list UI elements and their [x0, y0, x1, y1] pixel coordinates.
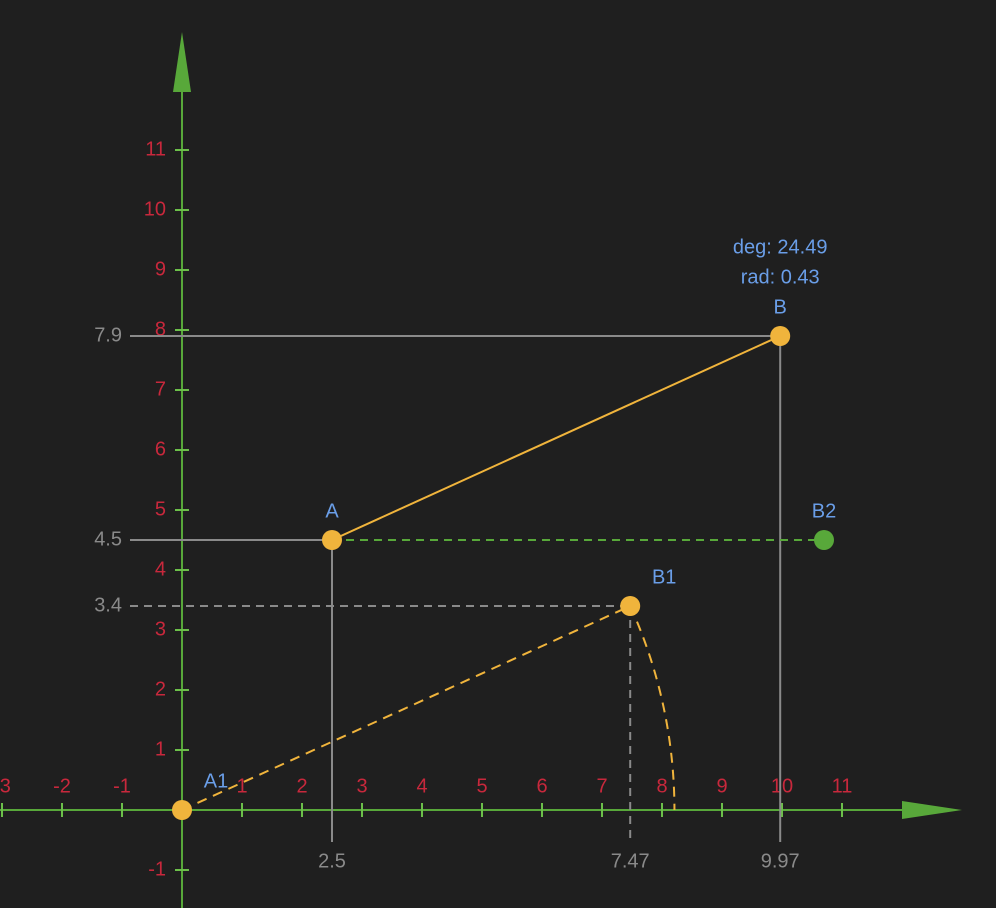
- y-tick-label: 6: [155, 438, 166, 460]
- point-label: B: [774, 296, 787, 318]
- x-tick-label: 10: [771, 775, 793, 797]
- x-tick-label: 11: [832, 775, 853, 797]
- point-label: B1: [652, 566, 676, 588]
- x-tick-label: 8: [656, 775, 667, 797]
- y-tick-label: 3: [155, 618, 166, 640]
- point-b2: [814, 530, 834, 550]
- point-label: B2: [812, 500, 836, 522]
- y-tick-label: 11: [145, 138, 166, 160]
- point-label: A: [325, 500, 339, 522]
- x-tick-label: 1: [236, 775, 247, 797]
- guide-label-y: 4.5: [94, 528, 122, 550]
- x-axis-arrow: [902, 801, 962, 819]
- y-tick-label: 2: [155, 678, 166, 700]
- y-tick-label: -1: [148, 858, 166, 880]
- x-tick-label: -3: [0, 775, 11, 797]
- angle-rad: rad: 0.43: [741, 266, 820, 288]
- y-tick-label: 8: [155, 318, 166, 340]
- point: [322, 530, 342, 550]
- guide-label-y: 7.9: [94, 324, 122, 346]
- y-tick-label: 5: [155, 498, 166, 520]
- x-tick-label: 2: [296, 775, 307, 797]
- guide-label-x: 7.47: [611, 850, 650, 872]
- point: [770, 326, 791, 346]
- rotation-arc: [629, 605, 676, 811]
- x-tick-label: 7: [596, 775, 607, 797]
- guide-label-x: 2.5: [318, 850, 346, 872]
- y-tick-label: 7: [155, 378, 166, 400]
- y-tick-label: 1: [155, 738, 166, 760]
- x-tick-label: 4: [416, 775, 427, 797]
- guide-label-y: 3.4: [94, 594, 122, 616]
- x-tick-label: 5: [476, 775, 487, 797]
- segment-ab: [331, 335, 781, 541]
- y-tick-label: 4: [155, 558, 166, 580]
- y-axis-arrow: [173, 32, 191, 92]
- point: [172, 800, 192, 820]
- x-tick-label: -1: [113, 775, 131, 797]
- point: [620, 596, 641, 616]
- x-tick-label: 9: [716, 775, 727, 797]
- point-label: A1: [204, 770, 228, 792]
- x-tick-label: -2: [53, 775, 71, 797]
- segment-a1b1: [181, 605, 631, 811]
- angle-deg: deg: 24.49: [733, 236, 828, 258]
- y-tick-label: 9: [155, 258, 166, 280]
- y-tick-label: 10: [144, 198, 166, 220]
- x-tick-label: 6: [536, 775, 547, 797]
- x-tick-label: 3: [356, 775, 367, 797]
- guide-label-x: 9.97: [761, 850, 800, 872]
